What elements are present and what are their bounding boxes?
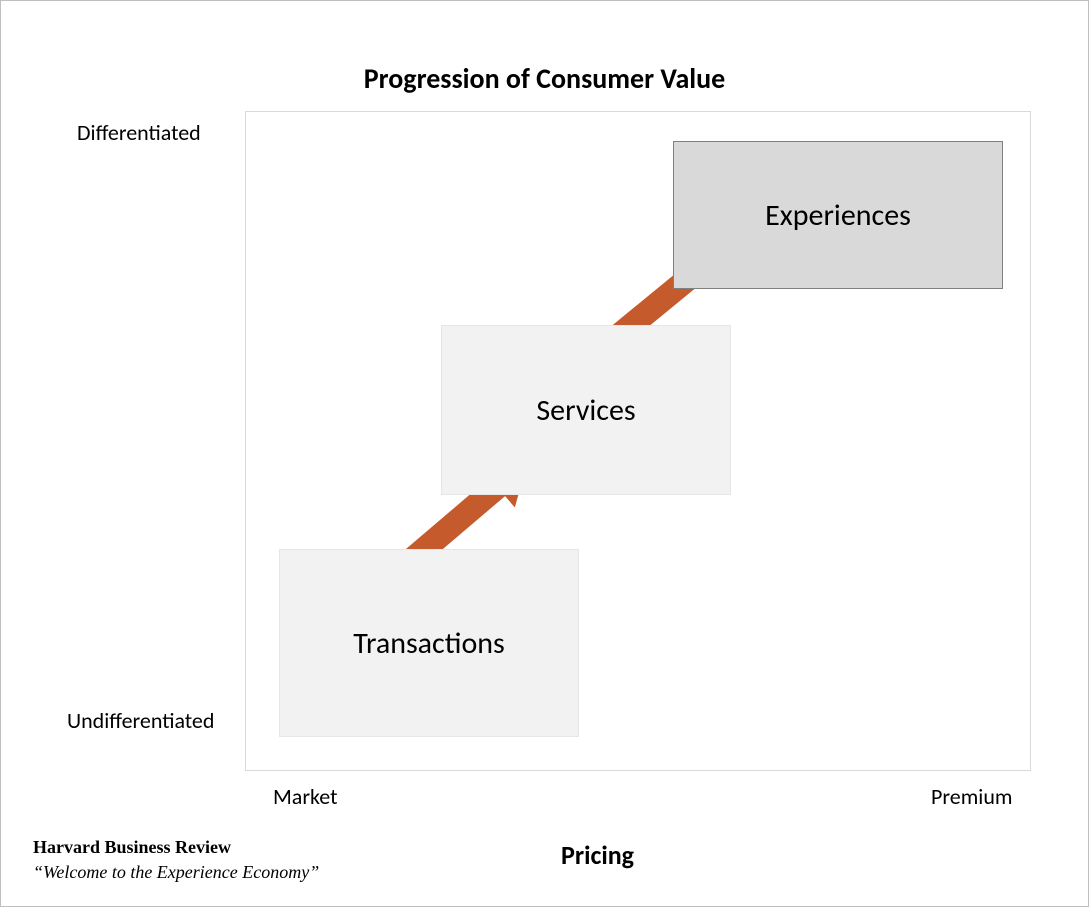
citation-quote: “Welcome to the Experience Economy” <box>33 862 319 883</box>
node-transactions: Transactions <box>279 549 579 737</box>
diagram-frame: Progression of Consumer Value Differenti… <box>0 0 1089 907</box>
x-axis-low-label: Market <box>273 783 338 810</box>
y-axis-low-label: Undifferentiated <box>67 707 214 734</box>
node-experiences-label: Experiences <box>765 197 911 234</box>
citation: Harvard Business Review “Welcome to the … <box>33 837 319 883</box>
node-transactions-label: Transactions <box>353 625 505 662</box>
citation-source: Harvard Business Review <box>33 837 319 858</box>
node-experiences: Experiences <box>673 141 1003 289</box>
x-axis-title: Pricing <box>561 839 634 871</box>
x-axis-high-label: Premium <box>931 783 1012 810</box>
diagram-title: Progression of Consumer Value <box>1 61 1088 96</box>
node-services: Services <box>441 325 731 495</box>
y-axis-high-label: Differentiated <box>77 119 201 146</box>
node-services-label: Services <box>536 392 635 429</box>
